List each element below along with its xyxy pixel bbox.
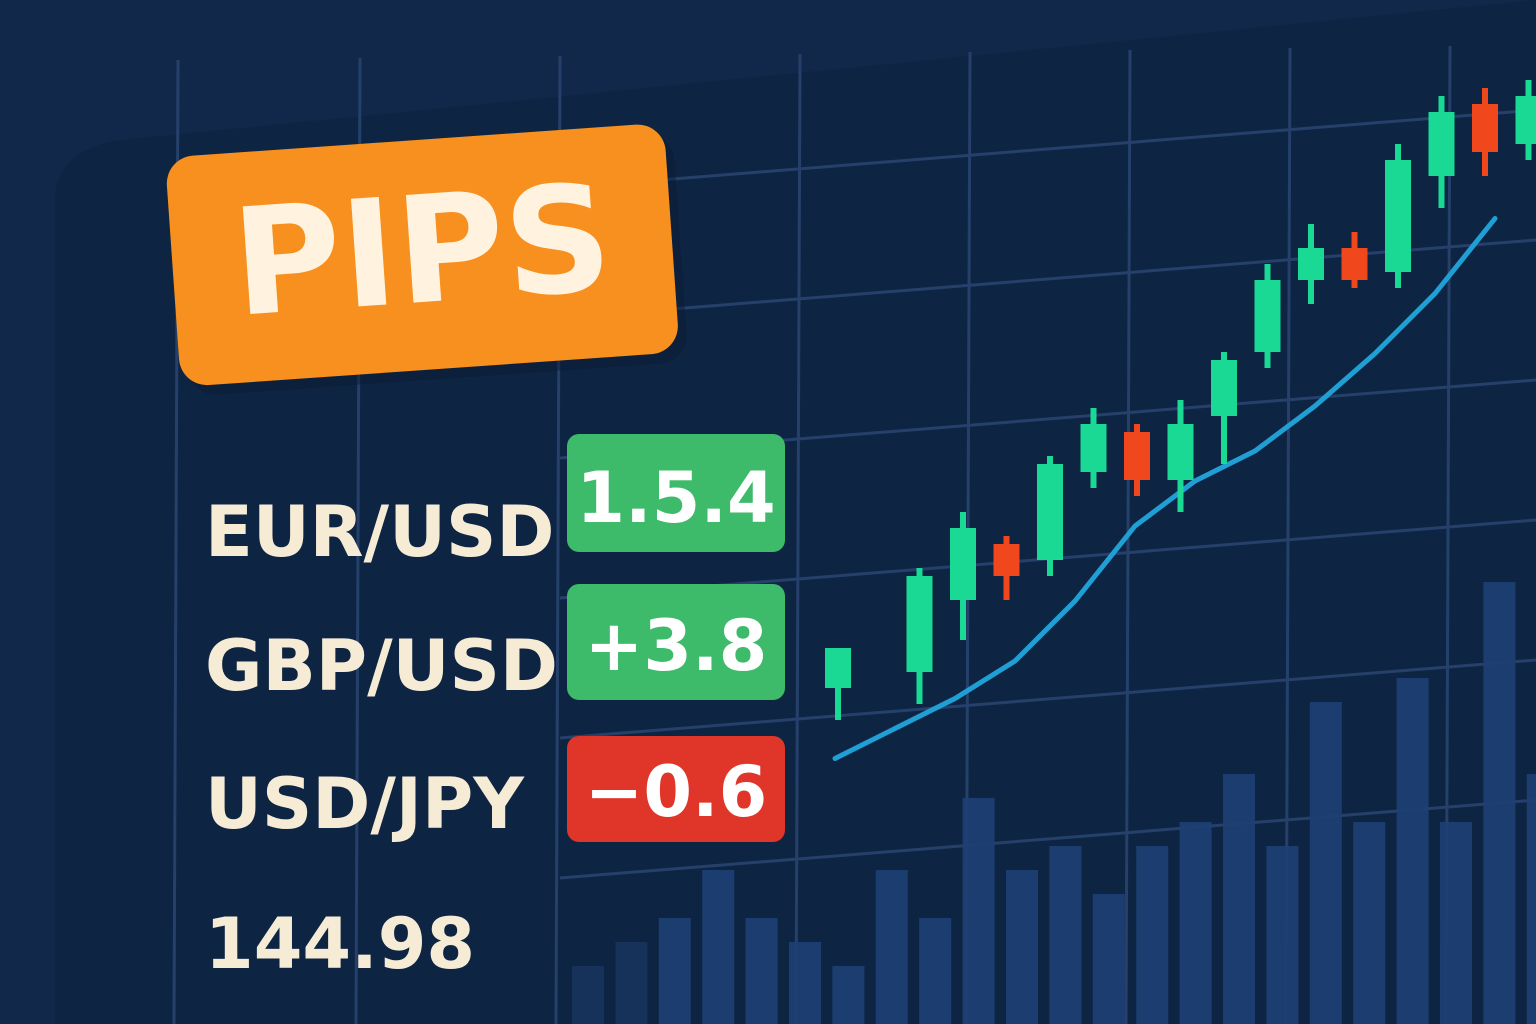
volume-bar [572, 966, 604, 1024]
candle-body-bearish [993, 544, 1020, 576]
grid-line-horizontal [559, 108, 1536, 190]
volume-bar [1223, 774, 1255, 1024]
candle-body-bullish [1080, 424, 1107, 472]
pair-label-usdjpy: USD/JPY [205, 763, 525, 845]
volume-bar [1440, 822, 1472, 1024]
volume-bar [1266, 846, 1299, 1024]
candle-body-bullish [1211, 360, 1237, 416]
pair-label-gbpusd: GBP/USD [205, 625, 558, 707]
candle-body-bullish [1254, 280, 1281, 352]
candle-body-bullish [906, 576, 933, 672]
grid-line-vertical [794, 53, 802, 1024]
candle-body-bullish [1385, 160, 1411, 272]
change-badge-gbpusd [567, 584, 785, 700]
volume-bar [832, 966, 865, 1024]
quote-row-usdjpy: USD/JPY −0.6 [205, 736, 785, 845]
candle-body-bullish [950, 528, 976, 600]
page-title: PIPS [227, 152, 617, 350]
change-value-usdjpy: −0.6 [585, 751, 768, 833]
candle-body-bullish [825, 648, 851, 688]
volume-bar [1179, 822, 1212, 1024]
candle [1341, 232, 1368, 288]
volume-bar [1049, 846, 1082, 1024]
volume-bar [919, 918, 952, 1024]
volume-bar [875, 870, 908, 1024]
volume-bar [1396, 678, 1429, 1024]
change-badge-eurusd [567, 434, 785, 552]
title-badge-background [166, 124, 678, 386]
volume-bar [615, 942, 648, 1024]
volume-bar [1092, 894, 1125, 1024]
candle [1385, 144, 1411, 288]
candle-body-bearish [1341, 248, 1368, 280]
candle [993, 536, 1020, 600]
price-value: 144.98 [205, 903, 475, 985]
volume-bar [1526, 774, 1536, 1024]
volume-bar [702, 870, 735, 1024]
grid-line-horizontal [559, 798, 1536, 880]
candle [1124, 424, 1150, 496]
candle-body-bullish [1428, 112, 1455, 176]
change-badge-usdjpy [567, 736, 785, 842]
candle [1428, 96, 1455, 208]
volume-bar [1309, 702, 1342, 1024]
quote-row-eurusd: EUR/USD 1.5.4 [205, 434, 785, 573]
volume-bars [572, 582, 1536, 1024]
volume-bar [658, 918, 691, 1024]
volume-bar [962, 798, 995, 1024]
candle-body-bullish [1167, 424, 1194, 480]
candle [1080, 408, 1107, 488]
trend-line [832, 216, 1498, 761]
candle-body-bearish [1124, 432, 1150, 480]
volume-bar [745, 918, 778, 1024]
candlestick-series [825, 80, 1536, 720]
volume-bar [1353, 822, 1386, 1024]
candle [1298, 224, 1324, 304]
candle [950, 512, 976, 640]
volume-bar [1483, 582, 1516, 1024]
pair-label-eurusd: EUR/USD [205, 491, 555, 573]
candle [1167, 400, 1194, 512]
change-value-gbpusd: +3.8 [585, 605, 768, 687]
grid-line-horizontal [559, 658, 1536, 740]
candle-body-bullish [1515, 96, 1536, 144]
candle-body-bearish [1472, 104, 1498, 152]
candle [825, 648, 851, 720]
candle [1211, 352, 1237, 464]
volume-bar [1136, 846, 1169, 1024]
grid-line-horizontal [559, 238, 1536, 320]
candle [906, 568, 933, 704]
candle [1472, 88, 1498, 176]
candle-body-bullish [1298, 248, 1324, 280]
candle [1037, 456, 1063, 576]
quote-row-gbpusd: GBP/USD +3.8 [205, 584, 785, 707]
title-badge: PIPS [166, 124, 687, 395]
volume-bar [789, 942, 821, 1024]
candle [1254, 264, 1281, 368]
volume-bar [1006, 870, 1038, 1024]
candle [1515, 80, 1536, 160]
change-value-eurusd: 1.5.4 [576, 457, 775, 539]
candle-body-bullish [1037, 464, 1063, 560]
